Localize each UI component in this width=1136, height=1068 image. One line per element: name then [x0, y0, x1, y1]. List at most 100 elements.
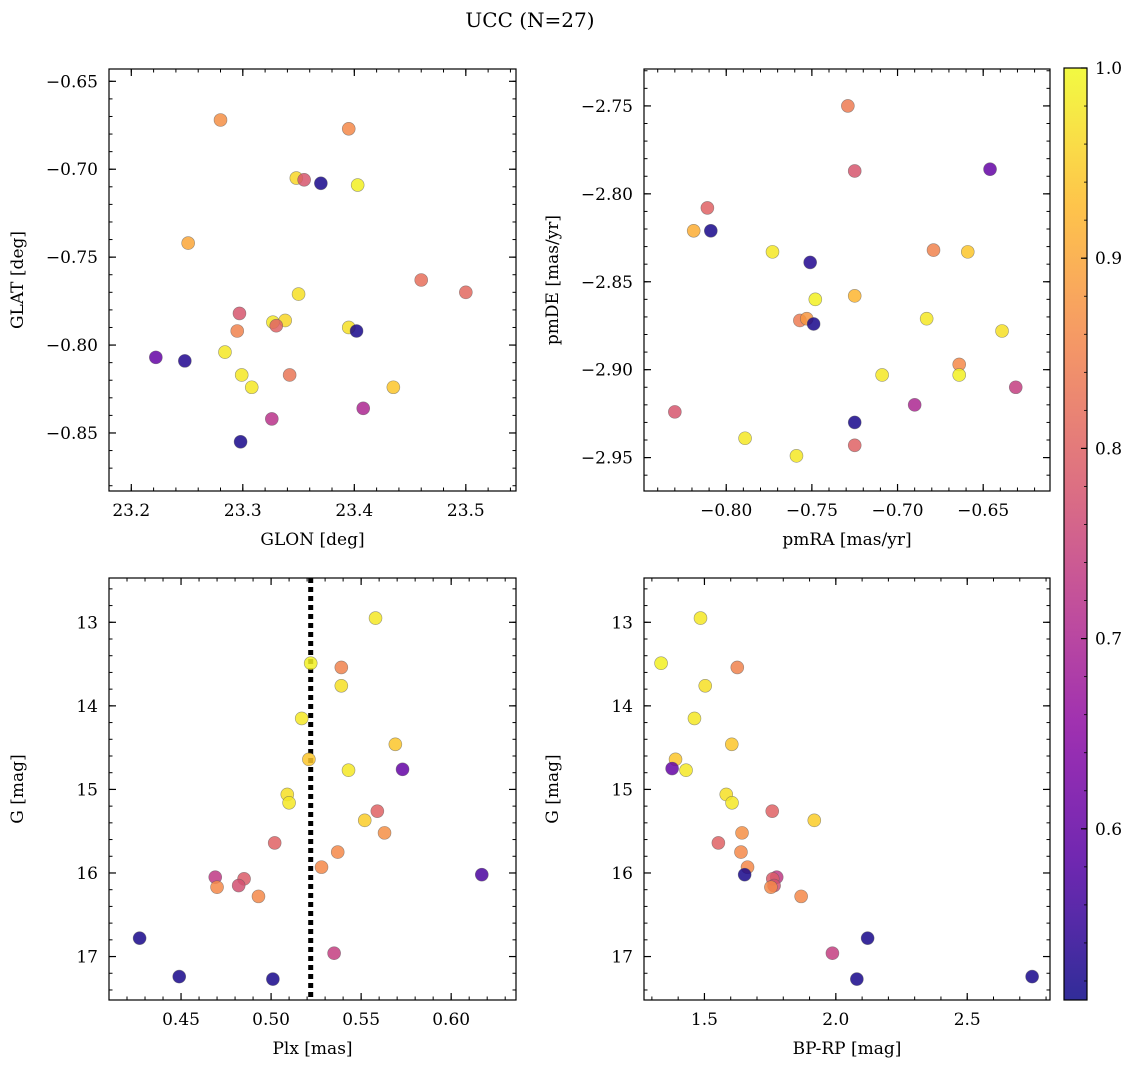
data-point	[808, 292, 823, 307]
data-point	[847, 438, 862, 453]
data-point	[794, 889, 808, 904]
data-point	[234, 368, 249, 382]
data-point	[294, 711, 309, 726]
data-point	[806, 317, 821, 331]
data-point	[995, 324, 1009, 338]
data-point	[860, 931, 875, 945]
data-point	[919, 311, 934, 326]
data-point	[847, 289, 862, 303]
y-tick-label: 14	[76, 697, 98, 717]
x-axis-label: pmRA [mas/yr]	[782, 530, 911, 550]
data-point	[282, 795, 296, 810]
y-tick-label: 17	[76, 948, 98, 968]
data-point	[232, 306, 247, 321]
y-tick-label: 15	[76, 780, 98, 800]
data-point	[850, 972, 864, 986]
y-tick-label: 13	[611, 613, 633, 633]
y-tick-label: −0.65	[46, 72, 98, 92]
scatter-panel-bottom-right: 1.5 2.0 2.5 13 14 15 16 17 BP-RP [mag] G [mag]	[543, 577, 1051, 1059]
data-point	[210, 880, 224, 894]
data-point	[213, 113, 228, 127]
data-point	[693, 611, 708, 625]
data-point	[314, 176, 328, 191]
y-axis-label: G [mag]	[8, 754, 28, 823]
x-axis-label: GLON [deg]	[260, 530, 364, 550]
data-point	[414, 273, 429, 287]
data-point	[370, 804, 385, 818]
data-point	[725, 795, 739, 810]
data-point	[952, 368, 967, 382]
data-point	[704, 223, 718, 238]
data-point	[665, 761, 679, 776]
colorbar-bar	[1063, 67, 1088, 1001]
data-point	[327, 946, 341, 961]
axes-frame	[643, 68, 1051, 492]
data-point	[765, 245, 780, 259]
data-point	[368, 611, 383, 625]
y-tick-label: −2.90	[581, 361, 633, 381]
data-point	[735, 826, 749, 840]
data-point	[847, 415, 862, 430]
data-point	[181, 236, 195, 250]
data-point	[395, 762, 410, 777]
colorbar-tick-label: 0.6	[1095, 820, 1122, 840]
data-point	[764, 880, 778, 894]
x-tick-label: 2.0	[822, 1010, 849, 1030]
data-point	[698, 678, 713, 693]
x-tick-label: −0.75	[786, 501, 838, 521]
data-point	[349, 324, 364, 338]
data-point	[334, 660, 349, 675]
x-tick-label: 23.2	[112, 501, 150, 521]
x-tick-label: 23.3	[224, 501, 262, 521]
x-tick-label: 0.60	[432, 1010, 470, 1030]
x-tick-label: 2.5	[954, 1010, 981, 1030]
y-tick-label: −0.70	[46, 160, 98, 180]
data-point	[679, 763, 693, 777]
colorbar-tick-label: 0.9	[1095, 249, 1122, 269]
data-point	[303, 656, 318, 671]
data-point	[341, 763, 356, 777]
x-tick-label: 0.50	[252, 1010, 290, 1030]
y-tick-label: −0.75	[46, 248, 98, 268]
data-point	[847, 164, 862, 178]
colorbar-tick-label: 1.0	[1095, 59, 1122, 79]
axes-frame	[108, 68, 517, 492]
scatter-panel-top-left: 23.2 23.3 23.4 23.5 −0.65 −0.70 −0.75 −0.80 −0.8…	[8, 68, 517, 550]
data-point	[926, 243, 941, 257]
data-point	[459, 285, 473, 300]
data-point	[244, 380, 259, 395]
data-point	[178, 354, 192, 368]
figure-title: UCC (N=27)	[465, 8, 594, 32]
y-tick-label: −2.85	[581, 273, 633, 293]
y-tick-label: 16	[76, 864, 98, 884]
colorbar-tick-label: 0.8	[1095, 439, 1122, 459]
data-point	[803, 255, 817, 270]
data-point	[350, 178, 365, 192]
colorbar-tick-label: 0.7	[1095, 630, 1122, 650]
data-point	[907, 398, 922, 412]
data-point	[474, 867, 489, 882]
scatter-panel-top-right: −0.80 −0.75 −0.70 −0.65 −2.75 −2.80 −2.85 −2.90…	[543, 68, 1051, 550]
data-point	[334, 678, 349, 693]
x-tick-label: −0.80	[700, 501, 752, 521]
y-tick-label: 14	[611, 697, 633, 717]
y-axis-label: GLAT [deg]	[8, 231, 28, 329]
scatter-panel-bottom-left: 0.45 0.50 0.55 0.60 13 14 15 16 17 Plx [mas] G [ma…	[8, 577, 517, 1059]
y-tick-label: 16	[611, 864, 633, 884]
data-point	[297, 172, 311, 187]
data-point	[269, 318, 284, 333]
x-tick-label: 23.4	[335, 501, 373, 521]
data-point	[231, 878, 246, 893]
data-point	[233, 434, 248, 449]
y-axis-label: G [mag]	[543, 754, 563, 823]
data-point	[1025, 969, 1039, 984]
x-tick-label: −0.65	[957, 501, 1009, 521]
data-point	[149, 350, 163, 365]
x-axis-label: Plx [mas]	[272, 1039, 352, 1059]
data-point	[264, 412, 279, 426]
panels: 23.2 23.3 23.4 23.5−0.65−0.70−0.75−0.80−0.8…	[8, 68, 1051, 1059]
data-point	[700, 201, 715, 215]
data-point	[668, 405, 682, 419]
data-point	[730, 660, 745, 675]
